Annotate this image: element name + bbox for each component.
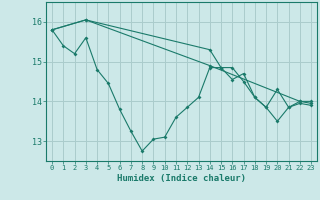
X-axis label: Humidex (Indice chaleur): Humidex (Indice chaleur) bbox=[117, 174, 246, 183]
